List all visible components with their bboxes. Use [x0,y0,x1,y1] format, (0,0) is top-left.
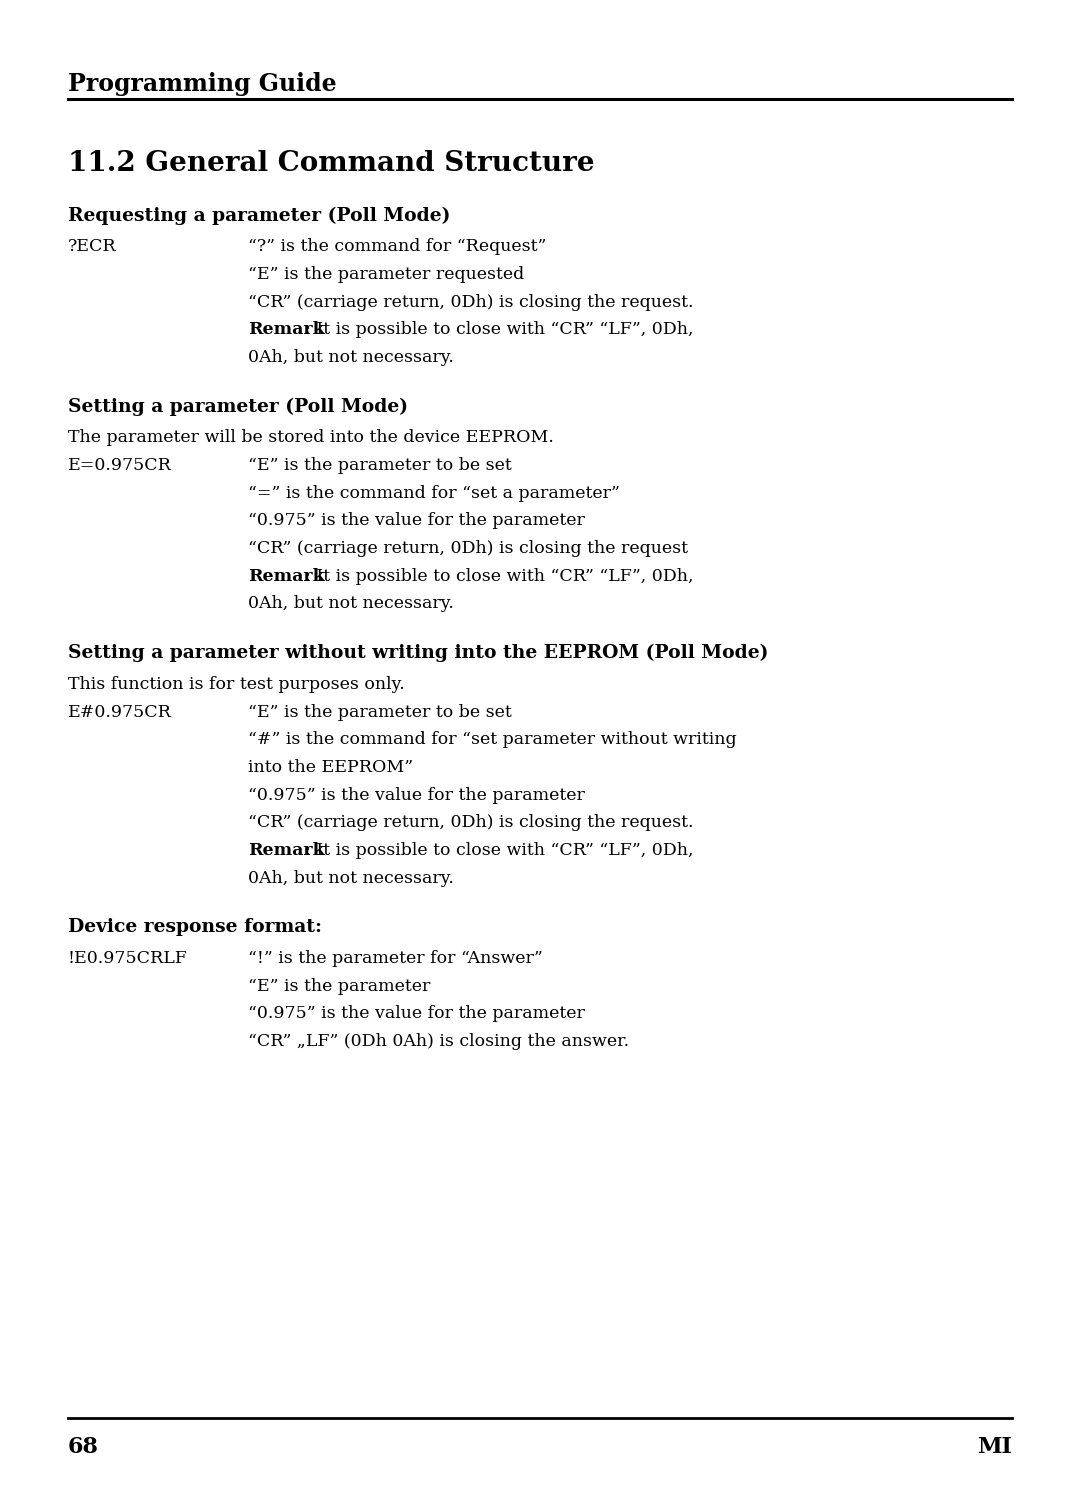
Text: “0.975” is the value for the parameter: “0.975” is the value for the parameter [248,1005,585,1022]
Text: “!” is the parameter for “Answer”: “!” is the parameter for “Answer” [248,950,543,966]
Text: 11.2 General Command Structure: 11.2 General Command Structure [68,150,595,177]
Text: ?ECR: ?ECR [68,238,117,256]
Text: !E0.975CRLF: !E0.975CRLF [68,950,188,966]
Text: E=0.975CR: E=0.975CR [68,458,172,474]
Text: Requesting a parameter (Poll Mode): Requesting a parameter (Poll Mode) [68,206,450,224]
Text: Setting a parameter without writing into the EEPROM (Poll Mode): Setting a parameter without writing into… [68,645,768,663]
Text: “CR” (carriage return, 0Dh) is closing the request: “CR” (carriage return, 0Dh) is closing t… [248,540,688,557]
Text: Remark: Remark [248,322,325,338]
Text: “0.975” is the value for the parameter: “0.975” is the value for the parameter [248,513,585,530]
Text: : It is possible to close with “CR” “LF”, 0Dh,: : It is possible to close with “CR” “LF”… [305,842,693,859]
Text: “0.975” is the value for the parameter: “0.975” is the value for the parameter [248,787,585,803]
Text: “E” is the parameter to be set: “E” is the parameter to be set [248,703,512,721]
Text: 0Ah, but not necessary.: 0Ah, but not necessary. [248,869,455,887]
Text: 0Ah, but not necessary.: 0Ah, but not necessary. [248,595,455,612]
Text: “E” is the parameter requested: “E” is the parameter requested [248,266,525,283]
Text: 68: 68 [68,1436,99,1459]
Text: : It is possible to close with “CR” “LF”, 0Dh,: : It is possible to close with “CR” “LF”… [305,322,693,338]
Text: The parameter will be stored into the device EEPROM.: The parameter will be stored into the de… [68,429,554,446]
Text: “#” is the command for “set parameter without writing: “#” is the command for “set parameter wi… [248,732,737,748]
Text: into the EEPROM”: into the EEPROM” [248,758,414,776]
Text: “CR” „LF” (0Dh 0Ah) is closing the answer.: “CR” „LF” (0Dh 0Ah) is closing the answe… [248,1034,630,1050]
Text: Programming Guide: Programming Guide [68,72,337,96]
Text: Device response format:: Device response format: [68,919,322,936]
Text: “CR” (carriage return, 0Dh) is closing the request.: “CR” (carriage return, 0Dh) is closing t… [248,293,693,311]
Text: : It is possible to close with “CR” “LF”, 0Dh,: : It is possible to close with “CR” “LF”… [305,568,693,585]
Text: “CR” (carriage return, 0Dh) is closing the request.: “CR” (carriage return, 0Dh) is closing t… [248,814,693,832]
Text: Setting a parameter (Poll Mode): Setting a parameter (Poll Mode) [68,398,408,416]
Text: Remark: Remark [248,568,325,585]
Text: E#0.975CR: E#0.975CR [68,703,172,721]
Text: Remark: Remark [248,842,325,859]
Text: “=” is the command for “set a parameter”: “=” is the command for “set a parameter” [248,485,620,501]
Text: This function is for test purposes only.: This function is for test purposes only. [68,676,405,693]
Text: “E” is the parameter to be set: “E” is the parameter to be set [248,458,512,474]
Text: 0Ah, but not necessary.: 0Ah, but not necessary. [248,349,455,367]
Text: “E” is the parameter: “E” is the parameter [248,978,431,995]
Text: “?” is the command for “Request”: “?” is the command for “Request” [248,238,546,256]
Text: MI: MI [977,1436,1012,1459]
